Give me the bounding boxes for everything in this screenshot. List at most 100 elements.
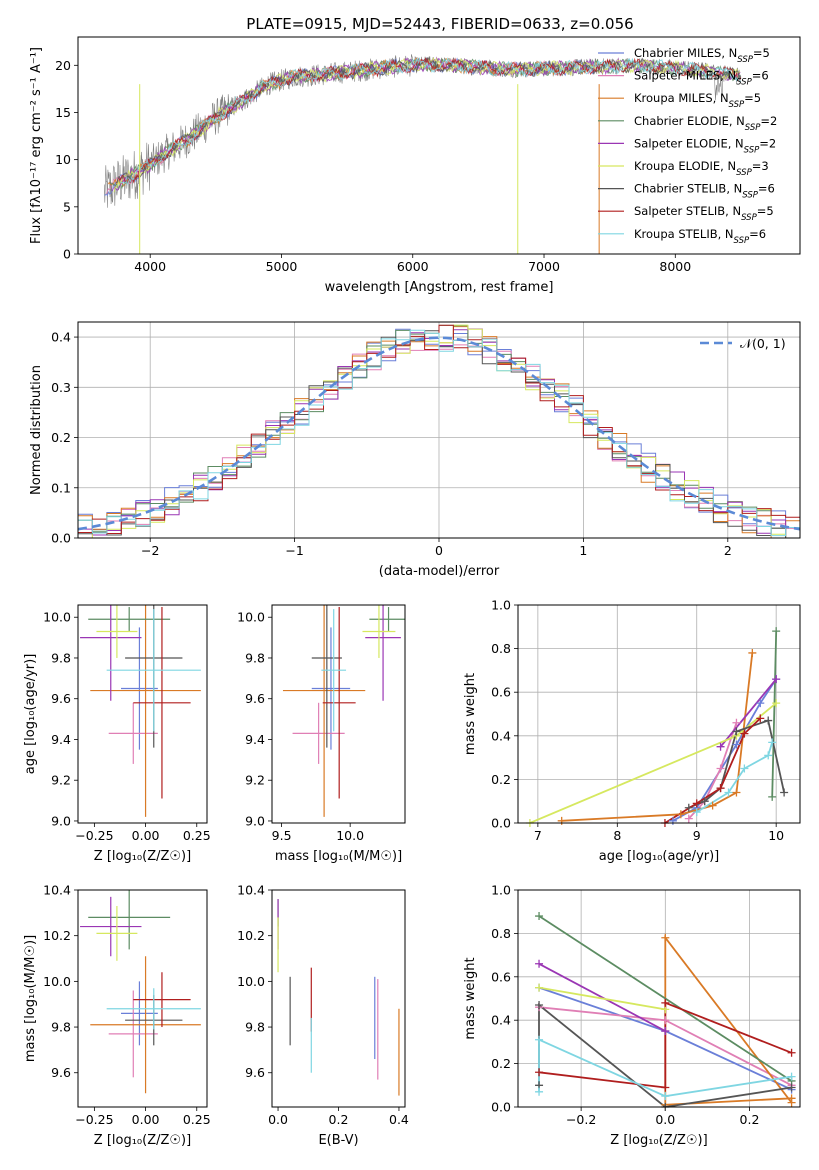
y-tick-label: 10.4 xyxy=(43,883,71,898)
series-marker-salpeter-elodie xyxy=(716,742,725,751)
y-tick-label: 10.0 xyxy=(43,610,71,625)
x-tick-label: 8 xyxy=(613,828,621,843)
legend-label-kroupa-miles: Kroupa MILES, NSSP=5 xyxy=(634,91,761,110)
panel-residuals: −2 −1 0 1 2 0.0 0.1 0.2 0.3 0.4 (data-model)/error… xyxy=(29,321,801,579)
x-tick-label: 0.00 xyxy=(132,1112,160,1127)
y-tick-label: 0 xyxy=(63,247,71,262)
plot-area xyxy=(104,54,742,254)
series-marker-salpeter-stelib xyxy=(661,1083,670,1092)
plot-area xyxy=(80,605,201,817)
axes-frame xyxy=(271,889,406,1108)
x-tick-label: 9 xyxy=(693,828,701,843)
series-marker-chabrier-stelib xyxy=(700,797,709,806)
x-tick-label: 0.4 xyxy=(389,1112,409,1127)
model-fit-salpeter-stelib xyxy=(117,57,742,184)
x-tick-label: 0.2 xyxy=(740,1112,760,1127)
y-tick-label: 9.6 xyxy=(51,691,71,706)
x-tick-label: −0.2 xyxy=(566,1112,596,1127)
x-tick-label: 0.0 xyxy=(655,1112,675,1127)
series-marker-salpeter-stelib xyxy=(740,729,749,738)
y-axis-label: mass [log₁₀(M/M☉)] xyxy=(23,935,38,1062)
x-tick-label: 4000 xyxy=(134,259,166,274)
x-axis-label: Z [log₁₀(Z/Z☉)] xyxy=(94,849,191,864)
y-tick-label: 9.0 xyxy=(51,813,71,828)
series-marker-kroupa-stelib xyxy=(692,808,701,817)
series-marker-salpeter-stelib xyxy=(692,799,701,808)
y-tick-label: 0.4 xyxy=(51,330,71,345)
y-tick-label: 0.1 xyxy=(51,480,71,495)
series-marker-chabrier-stelib xyxy=(684,803,693,812)
series-marker-kroupa-miles xyxy=(676,810,685,819)
series-marker-chabrier-elodie xyxy=(535,912,544,921)
y-tick-label: 9.4 xyxy=(245,732,265,747)
x-tick-label: 0.25 xyxy=(183,828,211,843)
series-line-salpeter-elodie xyxy=(719,678,777,748)
panel-age-vs-Z: −0.25 0.00 0.25 9.0 9.2 9.4 9.6 9.8 10.0 Z [log₁₀… xyxy=(23,604,211,864)
series-line-chabrier-stelib xyxy=(688,719,785,809)
legend-label-chabrier-elodie: Chabrier ELODIE, NSSP=2 xyxy=(634,114,777,133)
y-axis-label: Flux [fλ10⁻¹⁷ erg cm⁻² s⁻¹ A⁻¹] xyxy=(29,47,44,244)
y-tick-label: 0.2 xyxy=(491,772,511,787)
y-tick-label: 9.8 xyxy=(51,650,71,665)
series-marker-salpeter-elodie xyxy=(661,1027,670,1036)
legend-label-salpeter-stelib: Salpeter STELIB, NSSP=5 xyxy=(634,204,774,223)
y-axis-label: Normed distribution xyxy=(29,365,44,495)
series-marker-chabrier-stelib xyxy=(787,1083,796,1092)
y-tick-label: 0.3 xyxy=(51,380,71,395)
spectrum-legend: Chabrier MILES, NSSP=5 Salpeter MILES, NS… xyxy=(598,46,777,246)
series-line-kroupa-stelib xyxy=(538,1038,792,1098)
y-tick-label: 0.0 xyxy=(51,531,71,546)
series-marker-salpeter-elodie xyxy=(535,959,544,968)
y-tick-label: 9.0 xyxy=(245,813,265,828)
x-tick-label: 6000 xyxy=(397,259,429,274)
y-axis-label: mass weight xyxy=(463,673,478,755)
plot-area xyxy=(277,899,400,1096)
series-marker-kroupa-stelib xyxy=(535,1087,544,1096)
y-tick-label: 9.2 xyxy=(245,773,265,788)
series-marker-chabrier-elodie xyxy=(772,627,781,636)
series-marker-kroupa-stelib xyxy=(535,1035,544,1044)
series-marker-salpeter-stelib xyxy=(716,784,725,793)
y-axis-label: age [log₁₀(age/yr)] xyxy=(23,654,38,775)
x-axis-label: Z [log₁₀(Z/Z☉)] xyxy=(94,1133,191,1148)
y-tick-label: 0.2 xyxy=(51,430,71,445)
legend-label-chabrier-miles: Chabrier MILES, NSSP=5 xyxy=(634,46,770,65)
x-tick-label: 0.00 xyxy=(132,828,160,843)
x-tick-label: 5000 xyxy=(266,259,298,274)
panel-mass-vs-ebv: 0.0 0.2 0.4 9.6 9.8 10.0 10.2 10.4 E(B-V) xyxy=(237,883,409,1149)
y-tick-label: 1.0 xyxy=(491,598,511,613)
y-axis-label: mass weight xyxy=(463,957,478,1039)
y-tick-label: 9.8 xyxy=(245,1020,265,1035)
panel-mass-weight-vs-age: 7 8 9 10 0.0 0.2 0.4 0.6 0.8 1.0 age [log₁₀(age/yr… xyxy=(463,598,801,864)
y-tick-label: 10.0 xyxy=(237,610,265,625)
panel-mass-vs-Z: −0.25 0.00 0.25 9.6 9.8 10.0 10.2 10.4 Z [log₁₀(… xyxy=(23,883,211,1149)
x-tick-label: 10 xyxy=(768,828,784,843)
y-tick-label: 0.0 xyxy=(491,816,511,831)
x-tick-label: 8000 xyxy=(659,259,691,274)
legend-label-chabrier-stelib: Chabrier STELIB, NSSP=6 xyxy=(634,182,775,201)
y-tick-label: 0.8 xyxy=(491,641,511,656)
y-tick-label: 10.0 xyxy=(237,974,265,989)
x-axis-label: Z [log₁₀(Z/Z☉)] xyxy=(610,1133,707,1148)
axes-frame xyxy=(77,604,208,824)
series-marker-chabrier-stelib xyxy=(732,727,741,736)
normal-reference-curve xyxy=(78,336,800,531)
legend-label-kroupa-elodie: Kroupa ELODIE, NSSP=3 xyxy=(634,159,769,178)
series-marker-salpeter-stelib xyxy=(661,998,670,1007)
y-tick-label: 0.4 xyxy=(491,728,511,743)
series-marker-salpeter-stelib xyxy=(535,1068,544,1077)
axes-frame xyxy=(77,36,801,255)
y-tick-label: 0.4 xyxy=(491,1013,511,1028)
y-tick-label: 9.6 xyxy=(51,1065,71,1080)
x-tick-label: 9.5 xyxy=(272,828,292,843)
axes-frame xyxy=(271,604,406,824)
series-marker-salpeter-miles xyxy=(661,1016,670,1025)
series-marker-kroupa-stelib xyxy=(768,738,777,747)
y-tick-label: 10 xyxy=(55,152,71,167)
y-tick-label: 10.2 xyxy=(237,928,265,943)
panel-age-vs-mass: 9.5 10.0 9.0 9.2 9.4 9.6 9.8 10.0 mass [log₁₀(M/… xyxy=(237,604,406,864)
y-tick-label: 9.6 xyxy=(245,691,265,706)
y-tick-label: 0.6 xyxy=(491,969,511,984)
legend-label-salpeter-elodie: Salpeter ELODIE, NSSP=2 xyxy=(634,136,776,155)
y-tick-label: 20 xyxy=(55,58,71,73)
